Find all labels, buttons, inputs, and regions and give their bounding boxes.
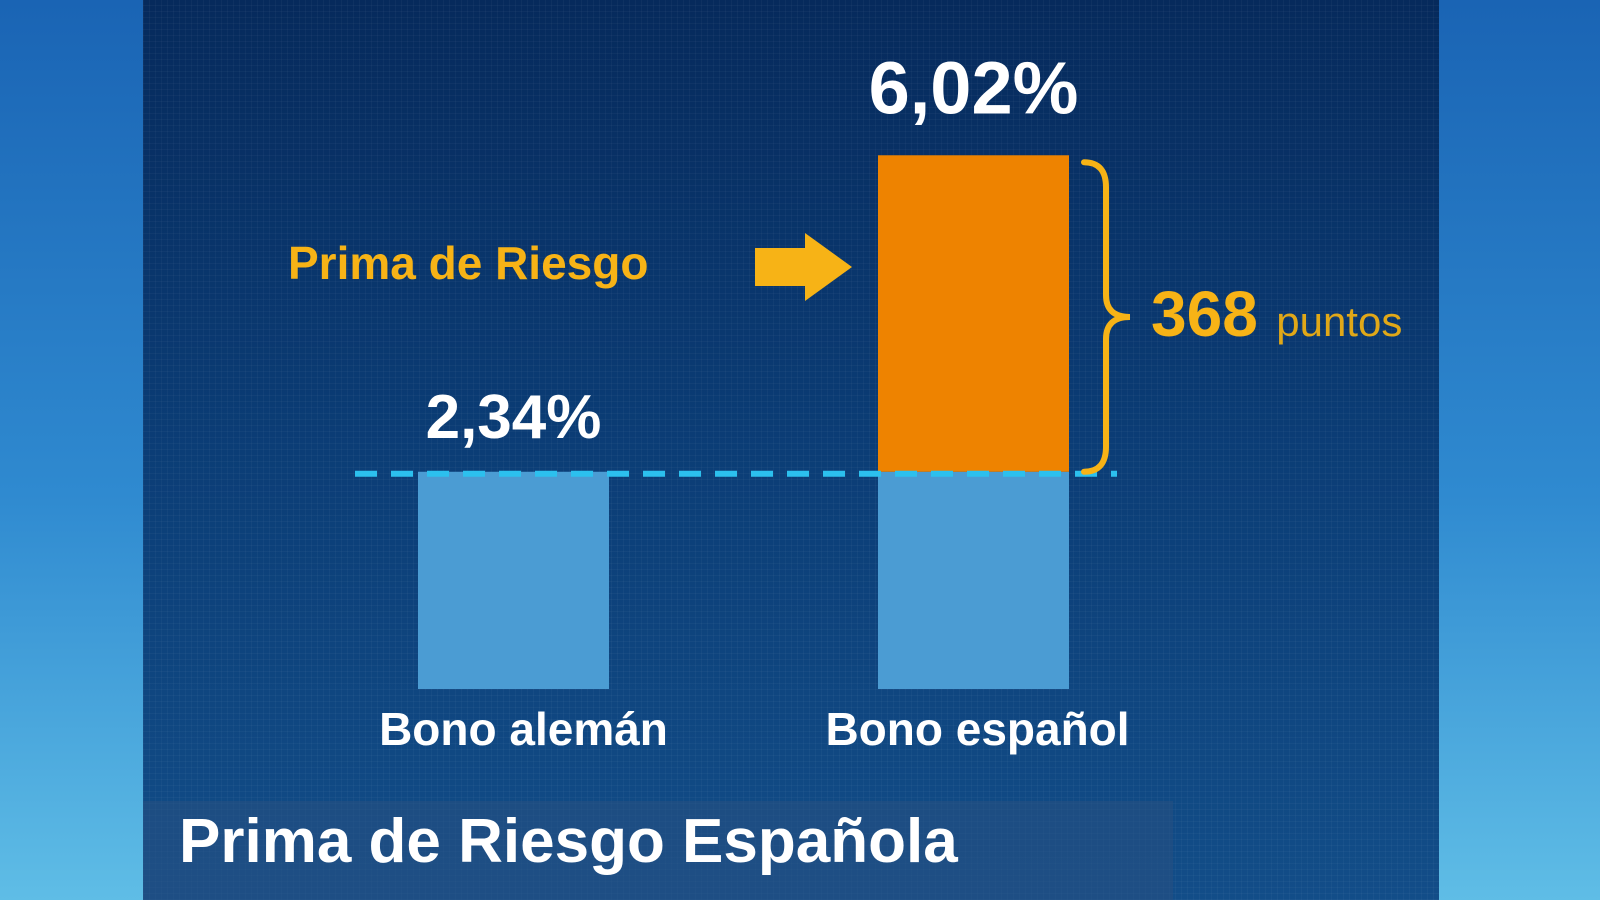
spread-annotation-label: Prima de Riesgo bbox=[288, 237, 648, 289]
bar-bono-espanol-spread bbox=[878, 155, 1069, 472]
chart-title: Prima de Riesgo Española bbox=[179, 807, 958, 876]
value-label-bono-aleman: 2,34% bbox=[426, 383, 602, 452]
curly-brace-icon bbox=[1081, 159, 1131, 475]
spread-unit: puntos bbox=[1276, 298, 1402, 345]
title-strip bbox=[143, 801, 1173, 900]
bar-bono-espanol-base bbox=[878, 471, 1069, 689]
spread-value-group: 368 puntos bbox=[1151, 278, 1402, 350]
category-label-bono-espanol: Bono español bbox=[825, 703, 1129, 755]
spread-value: 368 bbox=[1151, 278, 1258, 350]
bar-bono-aleman bbox=[418, 471, 609, 689]
value-label-bono-espanol: 6,02% bbox=[869, 46, 1079, 129]
arrow-right-icon bbox=[755, 233, 852, 301]
chart-panel bbox=[143, 0, 1439, 900]
category-label-bono-aleman: Bono alemán bbox=[379, 703, 668, 755]
